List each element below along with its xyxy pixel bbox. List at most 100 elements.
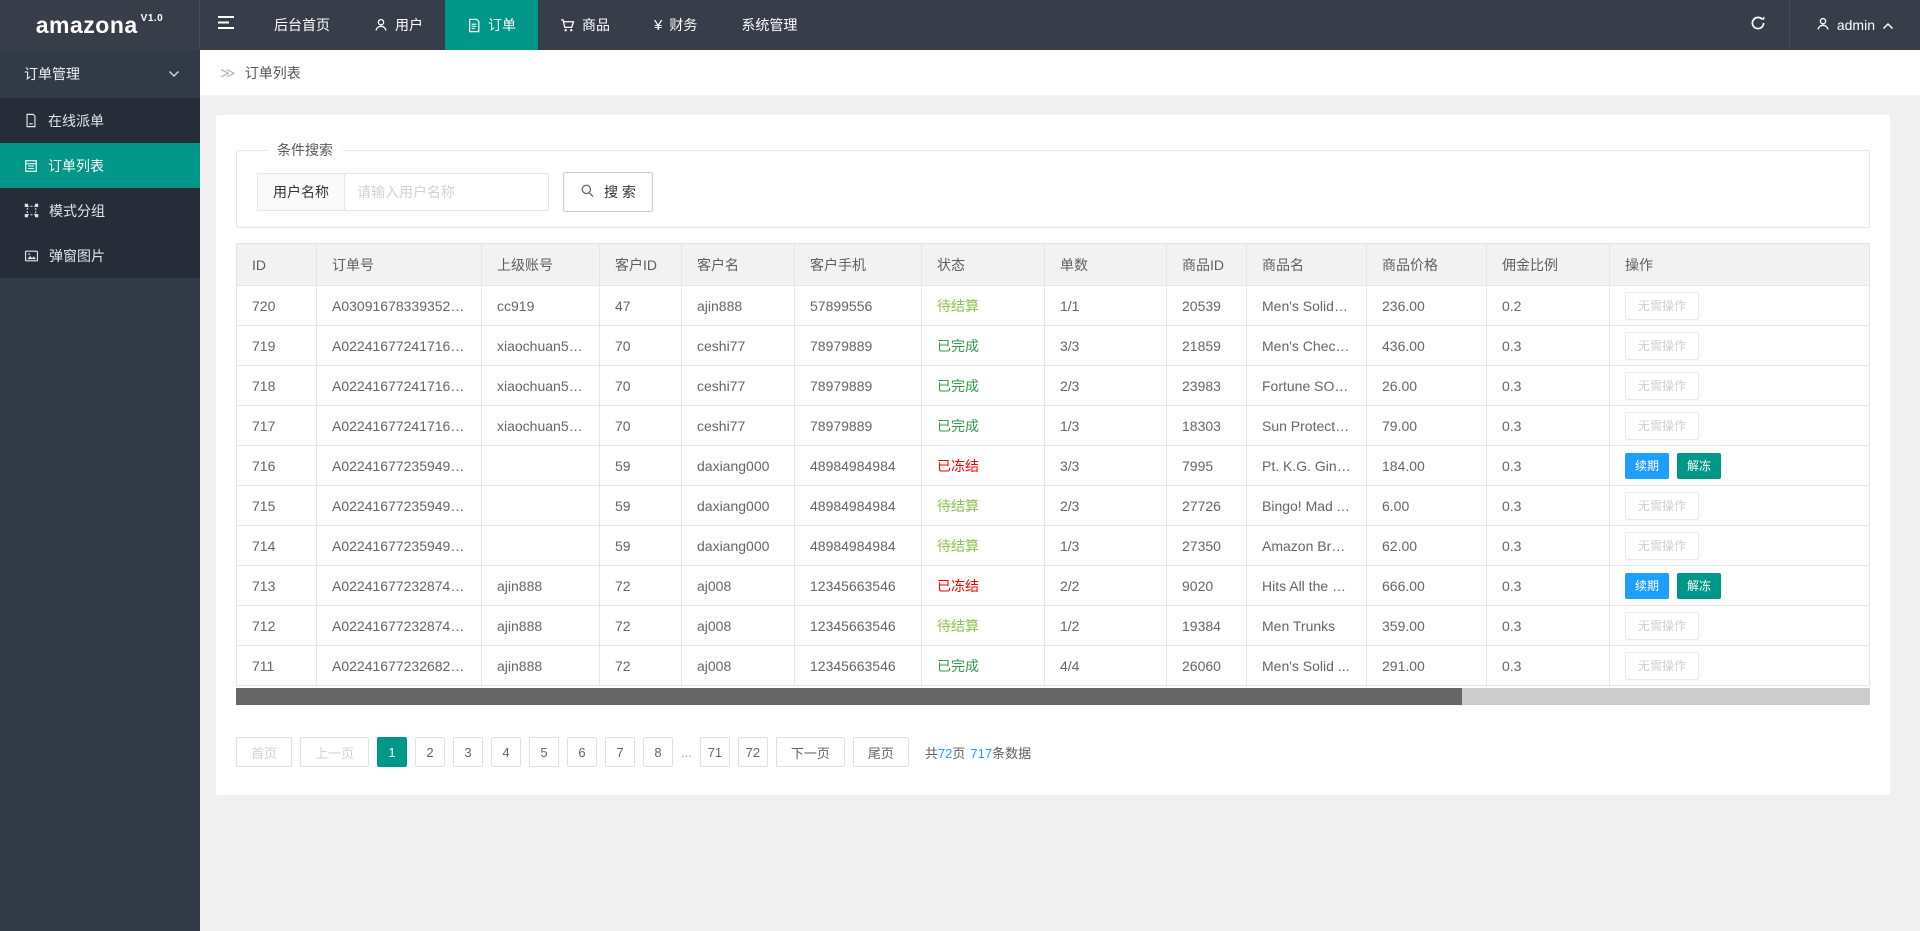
no-action-button: 无需操作	[1625, 651, 1700, 680]
cell-status: 已完成	[921, 405, 1045, 446]
page-button-72[interactable]: 72	[737, 737, 768, 767]
no-action-button: 无需操作	[1625, 411, 1700, 440]
dispatch-icon	[24, 113, 38, 128]
horizontal-scrollbar[interactable]	[236, 688, 1870, 705]
admin-menu[interactable]: admin	[1788, 0, 1920, 50]
cell-product-id: 27350	[1166, 525, 1247, 566]
page-button-6[interactable]: 6	[567, 737, 598, 767]
cell-customer-phone: 48984984984	[794, 445, 922, 486]
sidebar-item-online-dispatch[interactable]: 在线派单	[0, 98, 200, 143]
cell-customer-phone: 78979889	[794, 405, 922, 446]
sidebar-item-mode-group[interactable]: 模式分组	[0, 188, 200, 233]
scrollbar-thumb[interactable]	[236, 688, 1462, 705]
table-row: 720 A03091678339352973 cc919 47 ajin888 57899…	[236, 285, 1870, 326]
last-page-button[interactable]: 尾页	[852, 737, 909, 767]
column-header: 上级账号	[481, 243, 600, 286]
cell-status: 待结算	[921, 485, 1045, 526]
sidebar-group-order-management[interactable]: 订单管理	[0, 50, 200, 98]
menu-item-label: 订单	[488, 17, 516, 33]
page-button-7[interactable]: 7	[605, 737, 636, 767]
cell-customer-name: aj008	[681, 565, 795, 606]
no-action-button: 无需操作	[1625, 531, 1700, 560]
cell-id: 713	[236, 565, 317, 606]
page-button-71[interactable]: 71	[699, 737, 730, 767]
cell-product-name: Amazon Bran...	[1246, 525, 1367, 566]
cell-order-no: A03091678339352973	[316, 285, 482, 326]
username-input[interactable]	[344, 173, 549, 211]
column-header: 状态	[921, 243, 1045, 286]
order-list-icon	[24, 159, 38, 173]
menu-item-label: 用户	[395, 17, 423, 33]
cell-order-count: 3/3	[1044, 325, 1167, 366]
cell-order-count: 1/3	[1044, 405, 1167, 446]
page-body: 条件搜索 用户名称 搜 索	[200, 96, 1920, 931]
cell-product-id: 18303	[1166, 405, 1247, 446]
page-button-2[interactable]: 2	[415, 737, 446, 767]
page-button-3[interactable]: 3	[453, 737, 484, 767]
unfreeze-button[interactable]: 解冻	[1677, 452, 1722, 479]
cell-id: 714	[236, 525, 317, 566]
menu-item-products[interactable]: 商品	[538, 0, 632, 50]
column-header: 佣金比例	[1486, 243, 1610, 286]
next-page-button[interactable]: 下一页	[775, 737, 845, 767]
cell-parent-account: xiaochuan5601	[481, 405, 600, 446]
cell-customer-id: 70	[599, 365, 682, 406]
cell-customer-phone: 48984984984	[794, 525, 922, 566]
menu-item-dashboard[interactable]: 后台首页	[252, 0, 352, 50]
table-header-row: ID 订单号 上级账号 客户ID 客户名 客户手机 状态 单数 商品ID 商品名 商品价格 佣金比例操…	[236, 243, 1870, 286]
cell-parent-account: xiaochuan5601	[481, 325, 600, 366]
cell-order-no: A02241677232874527	[316, 605, 482, 646]
brand-logo[interactable]: amazona V1.0	[0, 0, 200, 50]
page-button-8[interactable]: 8	[643, 737, 674, 767]
navbar-right: admin	[1727, 0, 1920, 50]
menu-item-finance[interactable]: ¥ 财务	[632, 0, 719, 50]
cell-customer-phone: 48984984984	[794, 485, 922, 526]
first-page-button[interactable]: 首页	[236, 737, 293, 767]
unfreeze-button[interactable]: 解冻	[1677, 572, 1722, 599]
table-row: 713 A02241677232874745 ajin888 72 aj008 12345…	[236, 565, 1870, 606]
search-icon	[580, 183, 595, 201]
admin-user-icon	[1816, 17, 1830, 34]
cell-status: 已完成	[921, 645, 1045, 686]
search-legend: 条件搜索	[277, 142, 333, 158]
cell-status: 待结算	[921, 285, 1045, 326]
cell-product-name: Hits All the W...	[1246, 565, 1367, 606]
sidebar-toggle-button[interactable]	[200, 0, 252, 50]
sidebar-item-popup-image[interactable]: 弹窗图片	[0, 233, 200, 278]
sidebar-group-label: 订单管理	[24, 66, 80, 82]
cell-order-count: 4/4	[1044, 645, 1167, 686]
cell-price: 184.00	[1366, 445, 1487, 486]
menu-item-system[interactable]: 系统管理	[719, 0, 819, 50]
username-field-label: 用户名称	[257, 173, 345, 211]
cell-order-no: A02241677235949133	[316, 445, 482, 486]
cell-actions: 续期 解冻	[1609, 565, 1870, 606]
refresh-button[interactable]	[1727, 0, 1789, 50]
cell-order-count: 2/3	[1044, 365, 1167, 406]
cell-product-id: 20539	[1166, 285, 1247, 326]
cell-customer-name: daxiang000	[681, 485, 795, 526]
cell-product-name: Men's Solid V...	[1246, 285, 1367, 326]
chevron-down-icon	[168, 70, 180, 78]
column-header: 商品名	[1246, 243, 1367, 286]
cell-customer-name: daxiang000	[681, 525, 795, 566]
cell-customer-name: aj008	[681, 645, 795, 686]
cell-product-id: 9020	[1166, 565, 1247, 606]
search-button[interactable]: 搜 索	[563, 172, 653, 212]
sidebar-item-label: 订单列表	[48, 157, 104, 174]
page-button-4[interactable]: 4	[491, 737, 522, 767]
cell-customer-phone: 12345663546	[794, 605, 922, 646]
prev-page-button[interactable]: 上一页	[300, 737, 370, 767]
page-button-1[interactable]: 1	[377, 737, 408, 767]
renew-button[interactable]: 续期	[1625, 452, 1670, 479]
cell-customer-phone: 78979889	[794, 365, 922, 406]
menu-item-users[interactable]: 用户	[352, 0, 445, 50]
summary-pages-unit: 页	[952, 745, 966, 761]
cell-product-id: 21859	[1166, 325, 1247, 366]
menu-item-orders[interactable]: 订单	[445, 0, 538, 50]
cell-parent-account: cc919	[481, 285, 600, 326]
renew-button[interactable]: 续期	[1625, 572, 1670, 599]
page-button-5[interactable]: 5	[529, 737, 560, 767]
sidebar-item-order-list[interactable]: 订单列表	[0, 143, 200, 188]
cell-id: 719	[236, 325, 317, 366]
breadcrumb-current: 订单列表	[244, 64, 301, 81]
